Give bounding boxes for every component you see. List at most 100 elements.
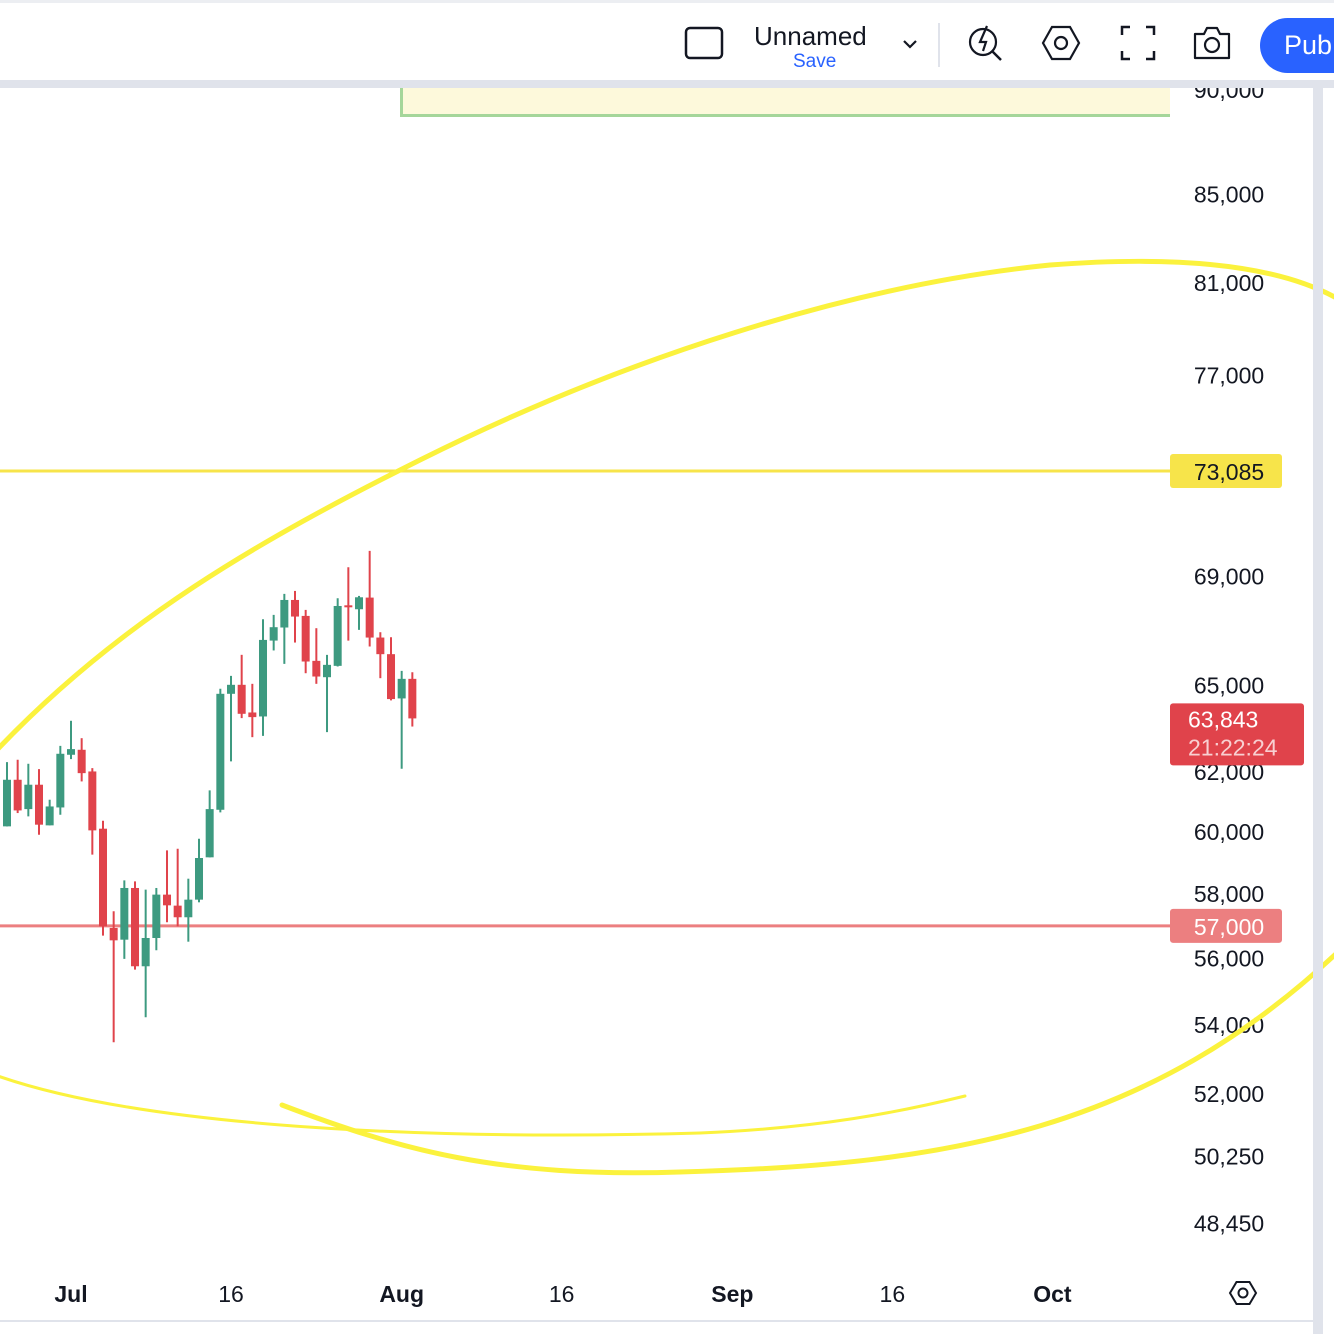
candle	[387, 637, 396, 701]
time-axis[interactable]: Jul 16 Aug 16 Sep 16 Oct	[54, 1281, 1071, 1307]
candle-body	[141, 937, 150, 967]
candle-body	[365, 597, 374, 638]
fullscreen-icon[interactable]	[1118, 23, 1158, 63]
candle-body	[195, 858, 204, 900]
candle	[365, 550, 374, 647]
time-tick-label: 16	[549, 1281, 575, 1307]
alert-search-icon[interactable]	[966, 23, 1006, 63]
candle-body	[24, 784, 33, 810]
candle-body	[109, 927, 118, 941]
candle	[333, 598, 342, 667]
candle	[227, 675, 236, 762]
ellipse-lower-arc[interactable]	[279, 950, 1334, 1176]
support-price-tag	[1170, 908, 1282, 943]
candle	[173, 848, 182, 927]
time-tick-label: Sep	[711, 1281, 753, 1307]
axis-settings-icon[interactable]	[1228, 1281, 1258, 1305]
price-axis[interactable]: 90,00085,00081,00077,00069,00065,00062,0…	[1194, 77, 1264, 1236]
right-panel-separator[interactable]	[1313, 80, 1323, 1334]
price-tick-label: 81,000	[1194, 270, 1264, 296]
candle-body	[163, 894, 172, 906]
current-price-tag	[1170, 703, 1304, 766]
layout-name[interactable]: Unnamed	[754, 21, 867, 51]
candle	[45, 799, 54, 826]
candle-body	[376, 637, 385, 655]
candle	[280, 593, 289, 664]
candle	[291, 590, 300, 643]
candles	[2, 550, 417, 1043]
candle-body	[152, 894, 161, 938]
candle-body	[227, 684, 236, 694]
candle-body	[216, 693, 225, 810]
candle-body	[344, 605, 353, 608]
candle-body	[99, 828, 108, 927]
candle	[344, 567, 353, 641]
camera-icon[interactable]	[1192, 23, 1232, 63]
candle-body	[259, 639, 268, 717]
candle-body	[77, 749, 86, 774]
top-toolbar: Unnamed Save Pub	[0, 0, 1334, 80]
candle-body	[56, 753, 65, 808]
candle	[131, 881, 140, 970]
horizontal-lines	[0, 469, 1170, 928]
ellipse-thin-arc[interactable]	[0, 1075, 967, 1137]
candle-body	[355, 597, 364, 610]
candle	[216, 688, 225, 813]
candle	[141, 889, 150, 1018]
candle	[269, 614, 278, 651]
candle	[237, 654, 246, 719]
price-tick-label: 85,000	[1194, 182, 1264, 208]
candle	[376, 632, 385, 679]
price-tick-label: 52,000	[1194, 1081, 1264, 1107]
candle-body	[173, 905, 182, 918]
chevron-down-icon[interactable]	[892, 25, 932, 65]
candle	[301, 609, 310, 674]
candle-body	[184, 899, 193, 918]
time-tick-label: Jul	[54, 1281, 87, 1307]
candle-body	[2, 779, 11, 827]
candle	[2, 762, 11, 827]
candle-body	[408, 678, 417, 719]
square-icon[interactable]	[684, 23, 724, 63]
candle-body	[34, 784, 43, 825]
resistance-price-tag	[1170, 454, 1282, 488]
candle	[34, 769, 43, 835]
countdown-label: 21:22:24	[1188, 734, 1278, 760]
candle	[88, 768, 97, 855]
highlight-zone[interactable]	[400, 84, 1170, 115]
price-tick-label: 48,450	[1194, 1210, 1264, 1236]
candle	[259, 619, 268, 736]
candle	[355, 595, 364, 630]
candle-body	[88, 771, 97, 831]
ellipse-upper-arc[interactable]	[0, 258, 1334, 752]
candle	[67, 720, 75, 760]
candle-body	[45, 806, 54, 826]
candle-body	[248, 712, 257, 718]
time-tick-label: 16	[880, 1281, 906, 1307]
publish-button[interactable]: Pub	[1260, 18, 1334, 73]
candle	[195, 838, 204, 903]
price-tick-label: 54,000	[1194, 1012, 1264, 1038]
candle-body	[237, 684, 246, 714]
candle	[408, 672, 417, 727]
ellipse-drawing[interactable]	[0, 258, 1334, 1176]
candle	[163, 850, 172, 923]
candle-body	[333, 605, 342, 666]
settings-hex-icon[interactable]	[1041, 23, 1081, 63]
panel-separator	[0, 80, 1334, 88]
time-tick-label: Oct	[1033, 1281, 1072, 1307]
candle-body	[312, 660, 321, 677]
save-link[interactable]: Save	[793, 51, 837, 72]
candle	[152, 887, 161, 951]
candle-body	[269, 627, 278, 641]
price-tick-label: 60,000	[1194, 819, 1264, 845]
candle-body	[205, 809, 214, 858]
candle	[77, 738, 86, 782]
price-tick-label: 65,000	[1194, 673, 1264, 699]
candle	[312, 628, 321, 684]
candle	[109, 911, 118, 1043]
candle-body	[323, 664, 332, 678]
candle-body	[131, 887, 140, 967]
candle-body	[397, 678, 406, 699]
